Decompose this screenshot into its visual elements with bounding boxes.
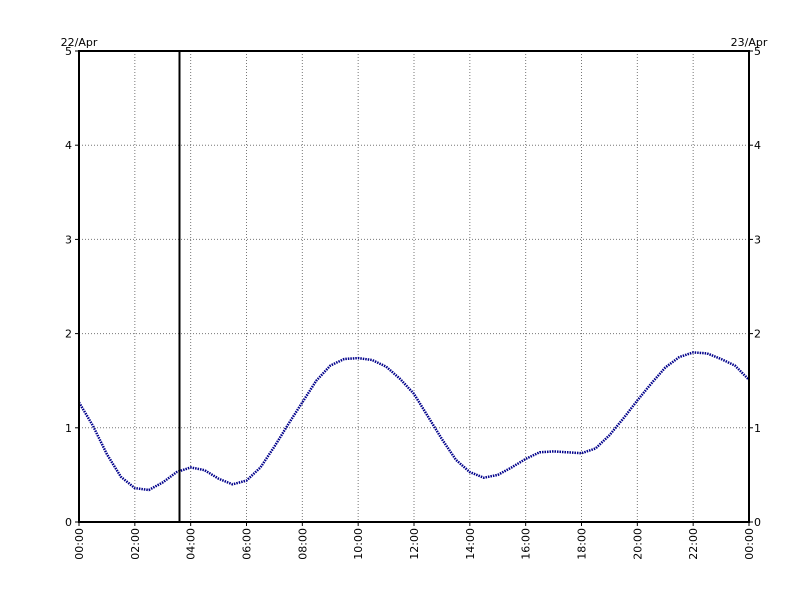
- x-tick-label: 22:00: [687, 528, 700, 560]
- x-tick-label: 08:00: [296, 528, 309, 560]
- start-date-label: 22/Apr: [61, 36, 98, 49]
- series-layer: [77, 351, 750, 492]
- y-tick-label: 5: [65, 45, 72, 58]
- x-tick-label: 12:00: [408, 528, 421, 560]
- y-tick-label: 0: [754, 516, 761, 529]
- y-tick-label: 1: [754, 422, 761, 435]
- x-tick-label: 18:00: [576, 528, 589, 560]
- y-tick-label: 2: [65, 328, 72, 341]
- x-tick-label: 00:00: [73, 528, 86, 560]
- y-tick-label: 4: [754, 139, 761, 152]
- y-tick-label: 5: [754, 45, 761, 58]
- y-tick-label: 4: [65, 139, 72, 152]
- y-tick-label: 3: [65, 233, 72, 246]
- y-axis-left: 0 1 2 3 4 5: [65, 45, 79, 529]
- end-date-label: 23/Apr: [731, 36, 768, 49]
- y-tick-label: 3: [754, 233, 761, 246]
- x-tick-label: 06:00: [241, 528, 254, 560]
- x-tick-label: 00:00: [743, 528, 756, 560]
- tide-height-line: [77, 351, 750, 492]
- x-tick-label: 10:00: [352, 528, 365, 560]
- y-tick-label: 0: [65, 516, 72, 529]
- x-tick-label: 20:00: [631, 528, 644, 560]
- x-tick-label: 02:00: [129, 528, 142, 560]
- grid-lines: [79, 51, 749, 522]
- y-axis-right: 0 1 2 3 4 5: [749, 45, 761, 529]
- x-tick-label: 16:00: [520, 528, 533, 560]
- x-axis: 00:00 02:00 04:00 06:00 08:00 10:00 12:00 14:00…: [73, 522, 756, 560]
- y-tick-label: 2: [754, 328, 761, 341]
- x-tick-label: 14:00: [464, 528, 477, 560]
- x-tick-label: 04:00: [185, 528, 198, 560]
- y-tick-label: 1: [65, 422, 72, 435]
